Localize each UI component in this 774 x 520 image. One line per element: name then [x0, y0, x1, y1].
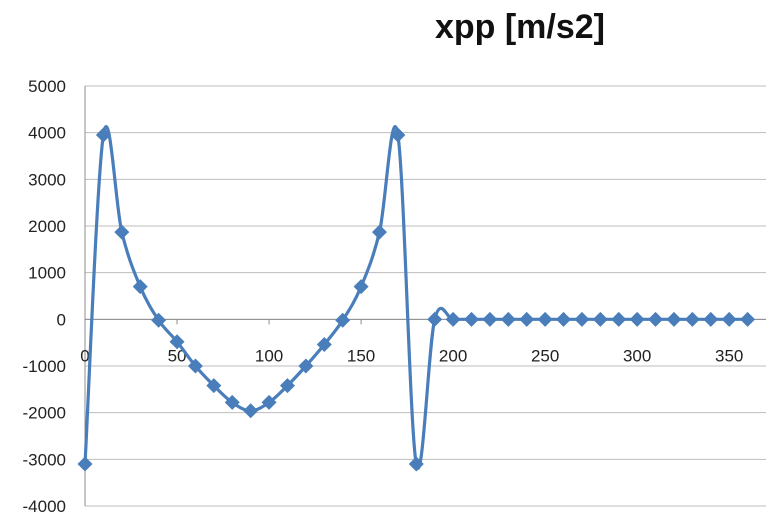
- data-point-marker: [482, 311, 498, 327]
- data-point-marker: [298, 358, 314, 374]
- data-point-marker: [684, 311, 700, 327]
- data-point-marker: [427, 311, 443, 327]
- data-point-marker: [206, 378, 222, 394]
- x-tick-label: 200: [439, 346, 467, 365]
- y-tick-label: 3000: [28, 170, 66, 189]
- y-tick-label: -1000: [23, 357, 66, 376]
- data-point-marker: [556, 311, 572, 327]
- data-point-marker: [592, 311, 608, 327]
- data-point-marker: [666, 311, 682, 327]
- data-point-marker: [95, 127, 111, 143]
- data-point-marker: [574, 311, 590, 327]
- y-tick-label: 2000: [28, 217, 66, 236]
- data-point-marker: [519, 311, 535, 327]
- data-point-marker: [77, 456, 93, 472]
- y-tick-label: -3000: [23, 450, 66, 469]
- y-tick-label: 4000: [28, 124, 66, 143]
- data-point-marker: [721, 311, 737, 327]
- y-tick-label: -2000: [23, 404, 66, 423]
- x-tick-label: 0: [80, 346, 89, 365]
- data-point-marker: [114, 224, 130, 240]
- data-point-marker: [464, 311, 480, 327]
- x-tick-label: 350: [715, 346, 743, 365]
- x-tick-label: 100: [255, 346, 283, 365]
- y-tick-label: 0: [57, 310, 66, 329]
- data-point-marker: [243, 403, 259, 419]
- data-point-marker: [648, 311, 664, 327]
- data-point-marker: [353, 279, 369, 295]
- data-point-marker: [500, 311, 516, 327]
- y-tick-label: 5000: [28, 77, 66, 96]
- y-tick-label: -4000: [23, 497, 66, 515]
- data-point-marker: [132, 279, 148, 295]
- y-tick-label: 1000: [28, 264, 66, 283]
- x-tick-label: 50: [168, 346, 187, 365]
- data-point-marker: [390, 127, 406, 143]
- data-point-marker: [537, 311, 553, 327]
- chart-title: xpp [m/s2]: [434, 8, 606, 46]
- data-point-marker: [703, 311, 719, 327]
- data-point-marker: [261, 394, 277, 410]
- data-point-marker: [371, 224, 387, 240]
- data-point-marker: [169, 334, 185, 350]
- x-tick-label: 250: [531, 346, 559, 365]
- data-point-marker: [187, 358, 203, 374]
- data-point-marker: [151, 312, 167, 328]
- data-point-marker: [408, 456, 424, 472]
- data-point-marker: [629, 311, 645, 327]
- x-tick-label: 150: [347, 346, 375, 365]
- data-point-marker: [611, 311, 627, 327]
- data-point-marker: [224, 394, 240, 410]
- data-point-marker: [740, 311, 756, 327]
- x-tick-label: 300: [623, 346, 651, 365]
- data-point-marker: [316, 337, 332, 353]
- data-point-marker: [279, 378, 295, 394]
- series-line: [83, 125, 748, 470]
- data-point-marker: [335, 312, 351, 328]
- data-point-marker: [445, 311, 461, 327]
